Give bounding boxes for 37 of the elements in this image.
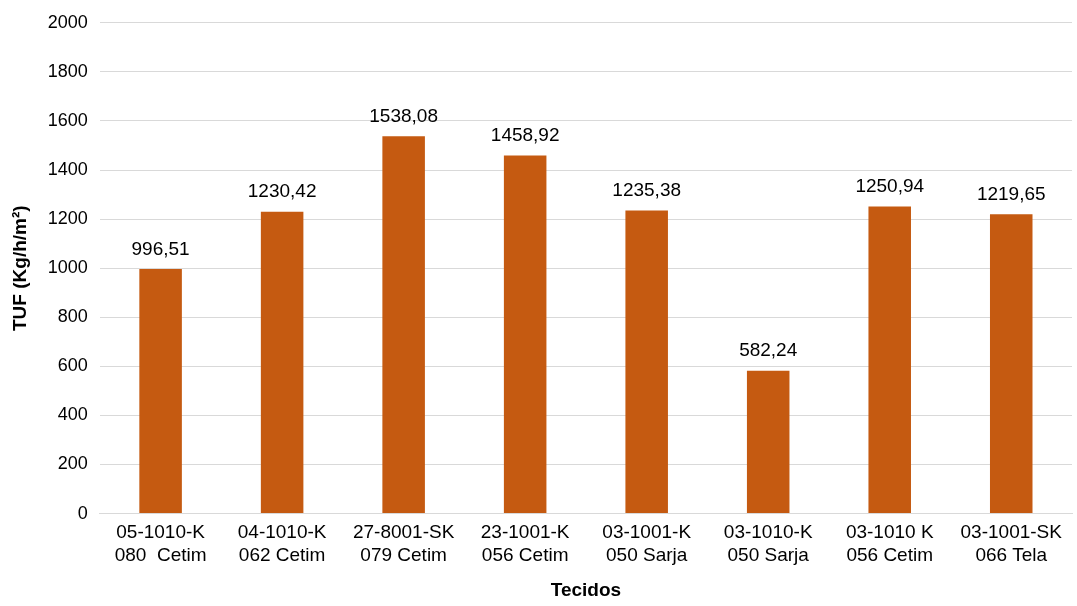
data-label: 1250,94 xyxy=(855,175,925,197)
y-tick-label: 1200 xyxy=(47,208,88,229)
x-tick-label: 03-1001-SK 066 Tela xyxy=(960,521,1063,566)
y-tick-label: 600 xyxy=(57,355,88,376)
bar xyxy=(625,210,668,514)
bar xyxy=(503,155,547,514)
x-tick-label: 03-1010-K 050 Sarja xyxy=(723,521,813,566)
bar xyxy=(260,211,304,514)
data-label: 1458,92 xyxy=(490,124,560,146)
x-tick-label: 05-1010-K 080 Cetim xyxy=(114,521,207,566)
x-tick-label: 03-1010 K 056 Cetim xyxy=(845,521,934,566)
data-label: 1230,42 xyxy=(247,180,317,202)
data-label: 1235,38 xyxy=(612,179,682,201)
x-axis-title: Tecidos xyxy=(550,578,622,600)
y-tick-label: 0 xyxy=(77,502,88,523)
y-tick-label: 1800 xyxy=(47,60,88,81)
y-tick-label: 1000 xyxy=(47,257,88,278)
x-tick-label: 27-8001-SK 079 Cetim xyxy=(352,521,455,566)
y-tick-label: 400 xyxy=(57,404,88,425)
data-label: 1538,08 xyxy=(369,104,438,126)
x-tick-label: 03-1001-K 050 Sarja xyxy=(602,521,692,566)
y-tick-label: 1400 xyxy=(47,159,88,180)
y-axis-title: TUF (Kg/h/m²) xyxy=(8,205,30,331)
y-tick-label: 2000 xyxy=(47,11,88,32)
bar xyxy=(989,214,1033,514)
y-tick-label: 200 xyxy=(57,453,88,474)
y-tick-label: 1600 xyxy=(47,109,88,130)
data-label: 996,51 xyxy=(131,237,190,259)
bar xyxy=(139,269,182,514)
data-label: 582,24 xyxy=(739,339,798,361)
x-tick-label: 23-1001-K 056 Cetim xyxy=(480,521,570,566)
bar xyxy=(746,370,790,514)
bar xyxy=(382,136,425,514)
x-tick-label: 04-1010-K 062 Cetim xyxy=(237,521,327,566)
data-label: 1219,65 xyxy=(976,183,1046,205)
bar xyxy=(868,206,911,514)
y-tick-label: 800 xyxy=(57,306,88,327)
